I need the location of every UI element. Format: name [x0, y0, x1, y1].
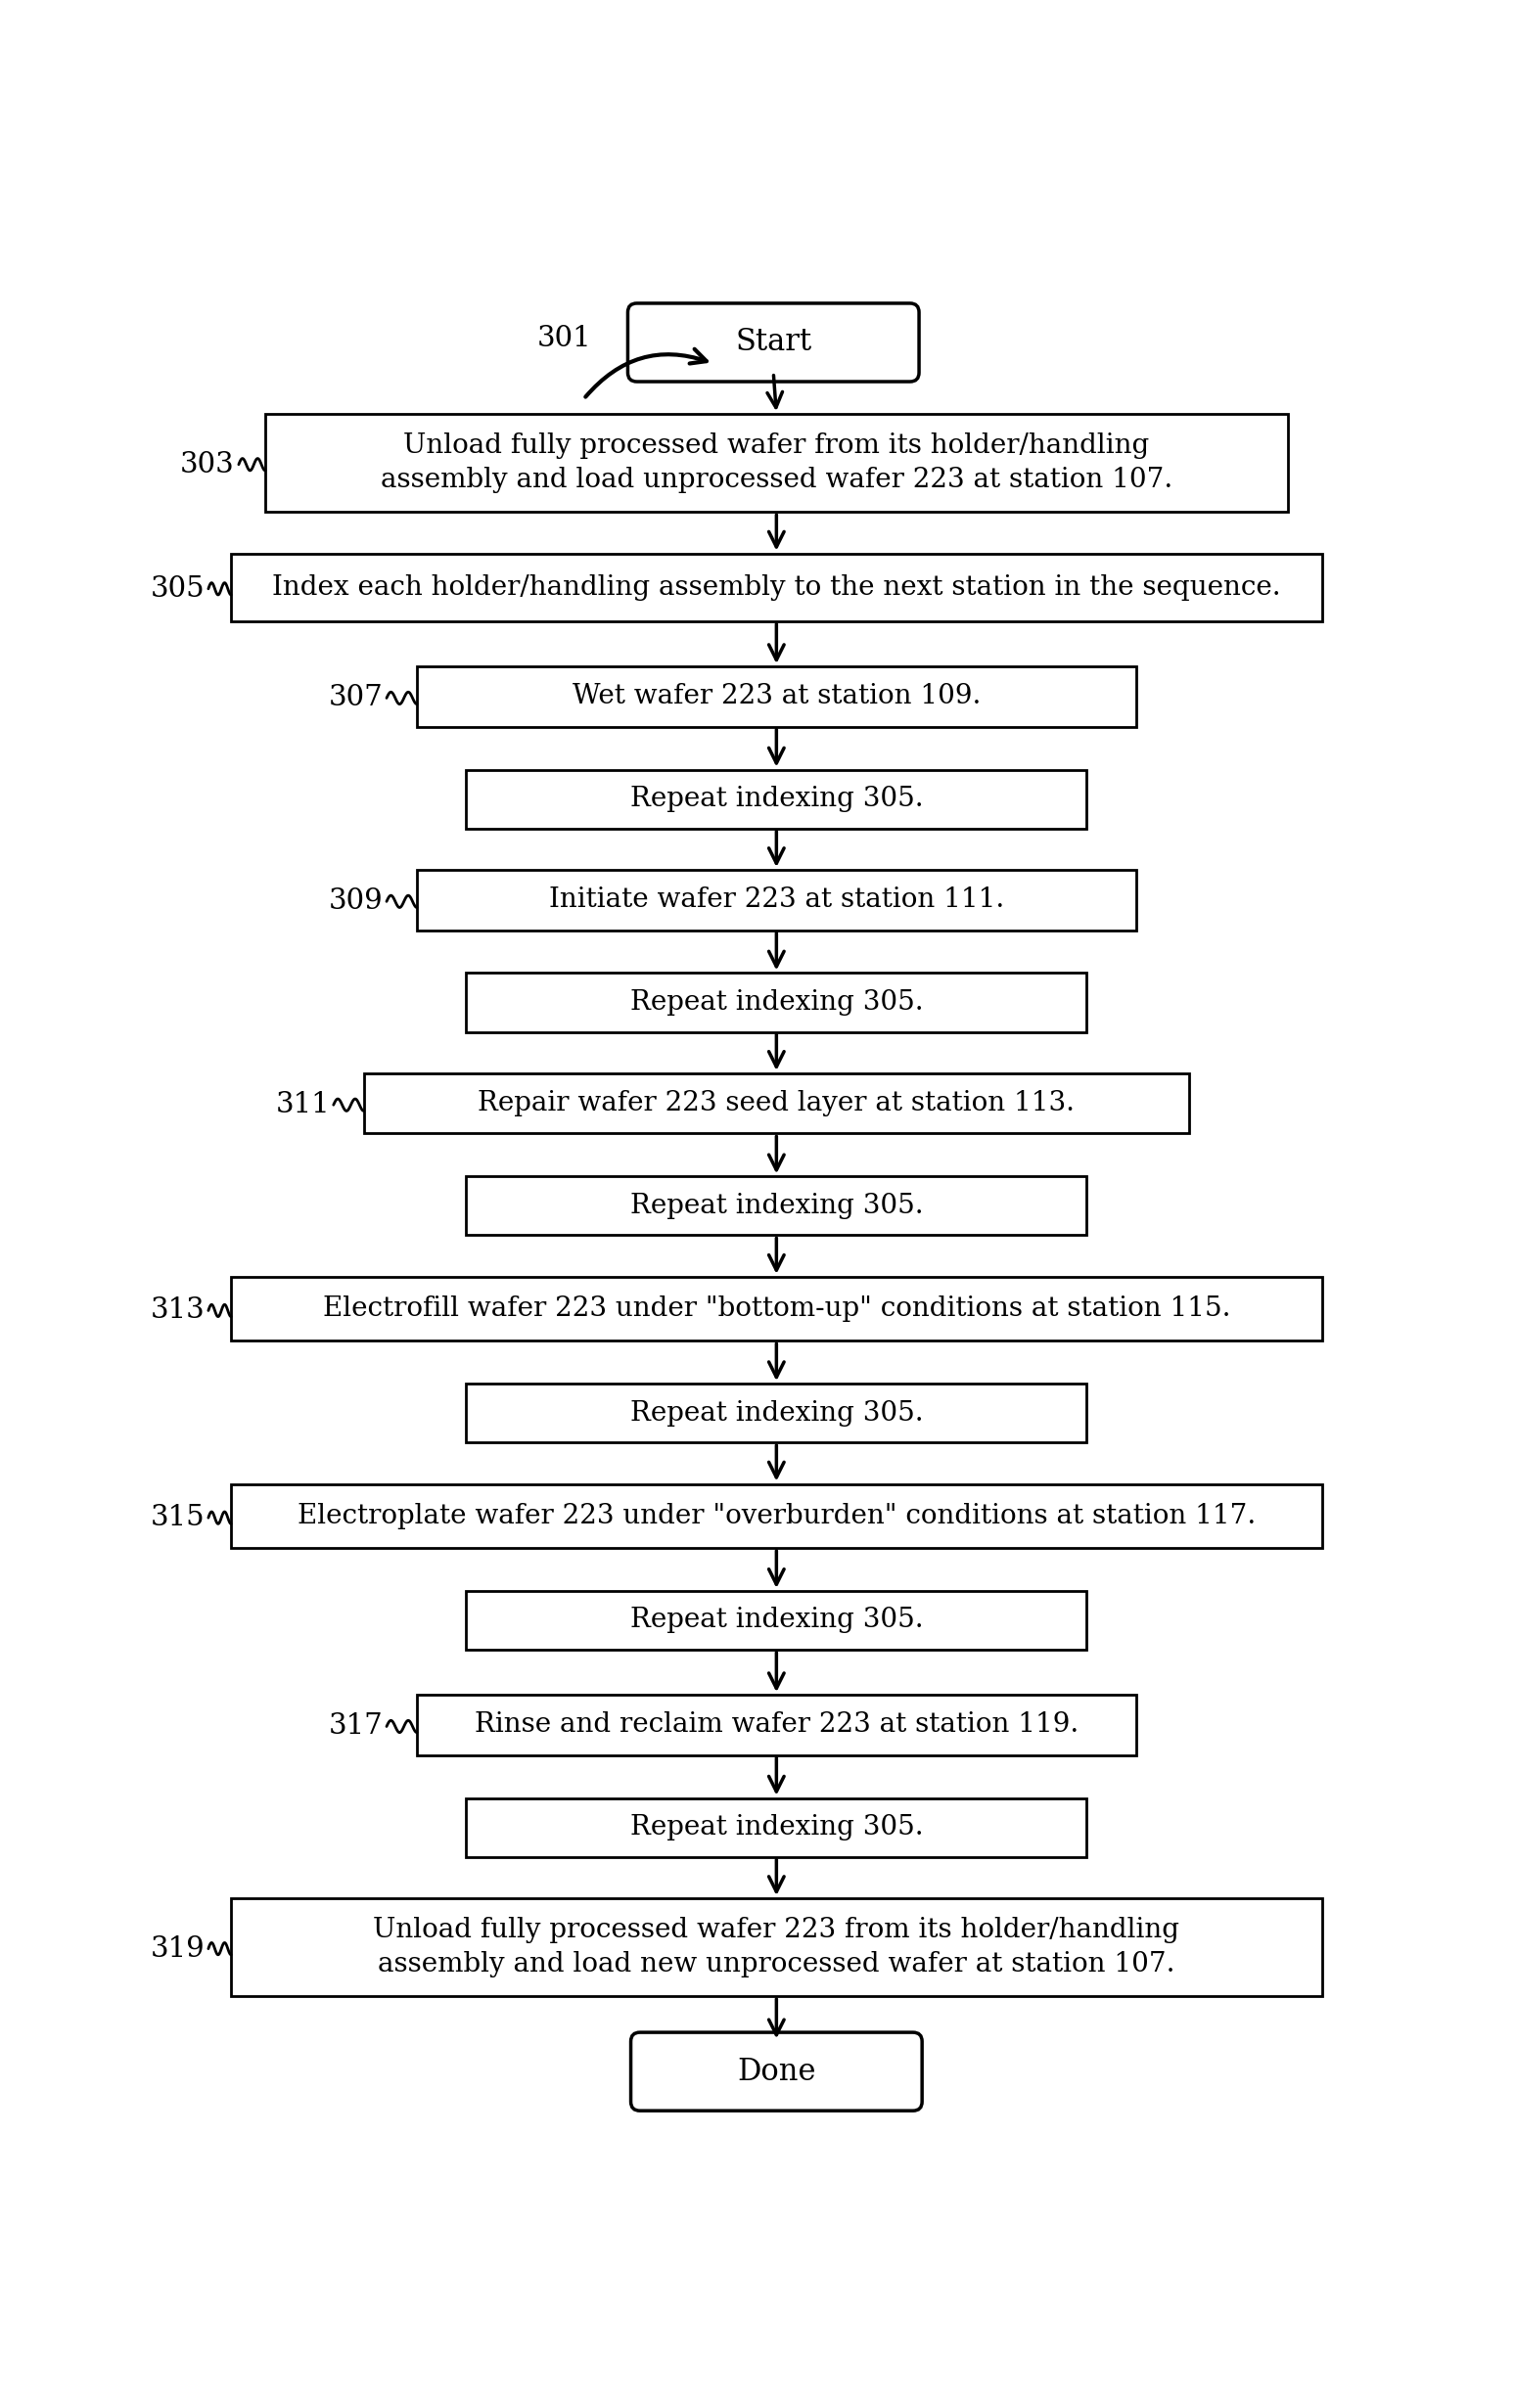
Bar [467, 771, 1086, 828]
Text: Initiate wafer 223 at station 111.: Initiate wafer 223 at station 111. [548, 886, 1004, 913]
Text: Repeat indexing 305.: Repeat indexing 305. [630, 1192, 923, 1218]
Bar [364, 1074, 1189, 1134]
Text: Index each holder/handling assembly to the next station in the sequence.: Index each holder/handling assembly to t… [273, 573, 1280, 600]
Text: Unload fully processed wafer 223 from its holder/handling
assembly and load new : Unload fully processed wafer 223 from it… [373, 1917, 1180, 1977]
Bar [417, 1695, 1136, 1755]
Text: 313: 313 [150, 1298, 205, 1324]
Bar [467, 1178, 1086, 1235]
Text: Electrofill wafer 223 under "bottom-up" conditions at station 115.: Electrofill wafer 223 under "bottom-up" … [323, 1296, 1230, 1322]
Text: Repeat indexing 305.: Repeat indexing 305. [630, 1813, 923, 1840]
Text: Repeat indexing 305.: Repeat indexing 305. [630, 1399, 923, 1426]
Bar [232, 1276, 1321, 1341]
Bar [232, 1483, 1321, 1548]
FancyBboxPatch shape [627, 303, 920, 380]
Bar [232, 554, 1321, 621]
Text: Start: Start [735, 327, 812, 359]
Text: 309: 309 [329, 889, 383, 915]
Bar [467, 1385, 1086, 1442]
Text: 301: 301 [536, 325, 591, 352]
Text: 307: 307 [329, 684, 383, 713]
Text: 303: 303 [180, 450, 235, 479]
FancyBboxPatch shape [630, 2032, 923, 2112]
Bar [467, 973, 1086, 1033]
Bar [232, 1898, 1321, 1996]
Bar [467, 1592, 1086, 1649]
Text: Repair wafer 223 seed layer at station 113.: Repair wafer 223 seed layer at station 1… [477, 1091, 1076, 1117]
Text: Electroplate wafer 223 under "overburden" conditions at station 117.: Electroplate wafer 223 under "overburden… [297, 1503, 1256, 1529]
Bar [417, 667, 1136, 727]
Text: Repeat indexing 305.: Repeat indexing 305. [630, 1606, 923, 1633]
Text: 317: 317 [329, 1712, 383, 1741]
Bar [467, 1799, 1086, 1857]
Text: Done: Done [736, 2056, 817, 2088]
Bar [417, 869, 1136, 929]
Text: 319: 319 [150, 1936, 205, 1963]
Text: Unload fully processed wafer from its holder/handling
assembly and load unproces: Unload fully processed wafer from its ho… [380, 433, 1173, 494]
Text: 315: 315 [150, 1505, 205, 1531]
Text: Wet wafer 223 at station 109.: Wet wafer 223 at station 109. [573, 684, 980, 710]
Text: 311: 311 [276, 1091, 330, 1120]
Text: 305: 305 [150, 576, 205, 602]
Bar [265, 414, 1288, 513]
Text: Repeat indexing 305.: Repeat indexing 305. [630, 785, 923, 811]
Text: Repeat indexing 305.: Repeat indexing 305. [630, 990, 923, 1016]
Text: Rinse and reclaim wafer 223 at station 119.: Rinse and reclaim wafer 223 at station 1… [474, 1712, 1079, 1739]
